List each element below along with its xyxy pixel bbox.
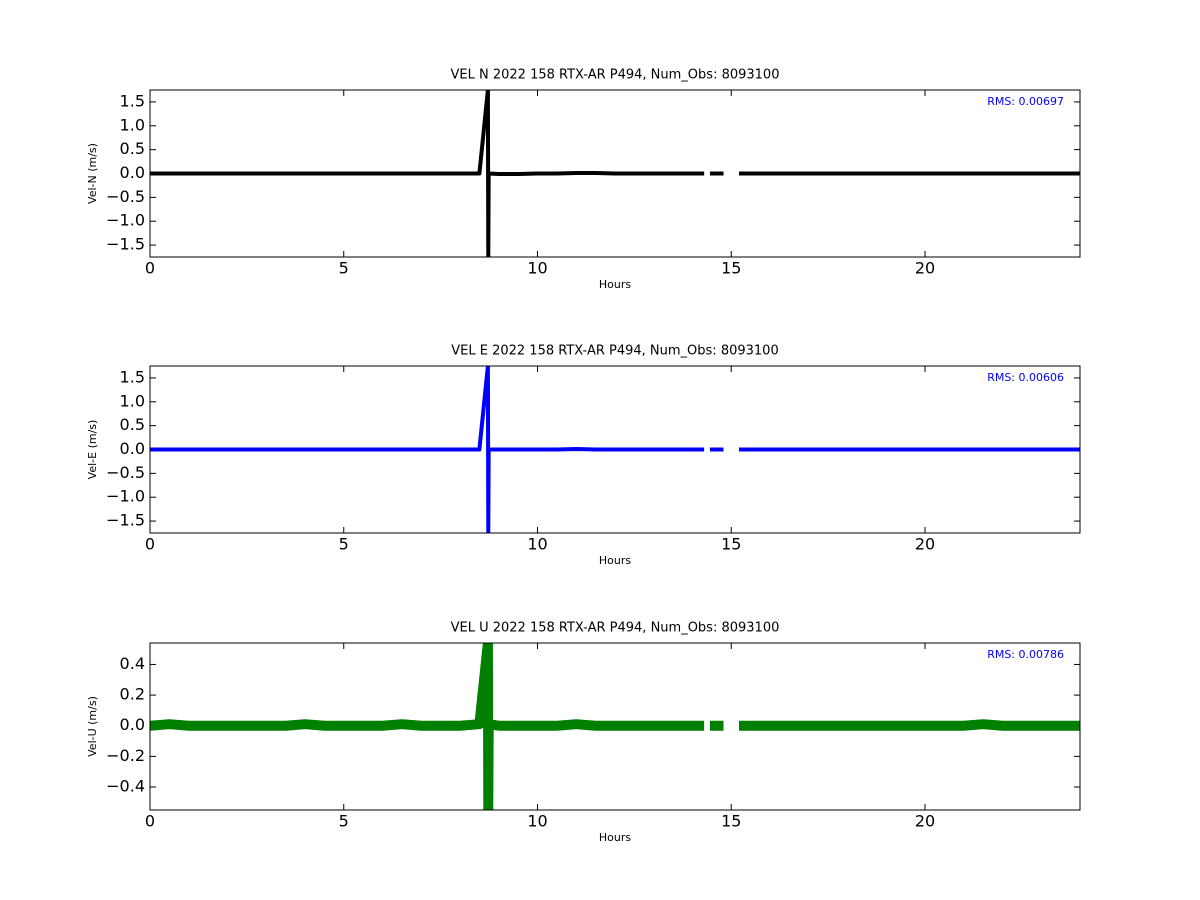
y-tick-label: 1.0	[120, 391, 145, 410]
data-line	[150, 643, 1080, 810]
title: VEL U 2022 158 RTX-AR P494, Num_Obs: 809…	[451, 621, 780, 636]
y-tick-label: 0.2	[120, 685, 145, 704]
x-axis-label: Hours	[599, 831, 631, 844]
y-tick-label: −0.5	[106, 463, 145, 482]
x-tick-label: 0	[145, 259, 155, 278]
x-axis-label: Hours	[599, 554, 631, 567]
axes-frame	[149, 642, 1081, 811]
x-tick-label: 20	[915, 812, 935, 831]
x-tick-label: 0	[145, 535, 155, 554]
axes-frame	[149, 89, 1081, 258]
x-tick-label: 20	[915, 259, 935, 278]
x-tick-label: 15	[721, 259, 741, 278]
y-tick-label: 0.0	[120, 163, 145, 182]
y-axis-label: Vel-U (m/s)	[86, 696, 99, 757]
title: VEL E 2022 158 RTX-AR P494, Num_Obs: 809…	[451, 344, 778, 359]
subplot: VEL N 2022 158 RTX-AR P494, Num_Obs: 809…	[86, 68, 1081, 291]
x-tick-label: 10	[527, 535, 547, 554]
x-tick-label: 20	[915, 535, 935, 554]
x-tick-label: 10	[527, 812, 547, 831]
y-tick-label: 0.4	[120, 654, 145, 673]
y-tick-label: −0.5	[106, 187, 145, 206]
data-line	[150, 366, 1080, 533]
rms-annotation: RMS: 0.00786	[987, 648, 1064, 661]
data-line	[150, 90, 1080, 257]
x-tick-label: 5	[339, 812, 349, 831]
y-axis-label: Vel-N (m/s)	[86, 143, 99, 204]
title: VEL N 2022 158 RTX-AR P494, Num_Obs: 809…	[451, 68, 780, 83]
y-tick-label: −1.5	[106, 511, 145, 530]
y-tick-label: 1.5	[120, 91, 145, 110]
axes-frame	[149, 365, 1081, 534]
rms-annotation: RMS: 0.00606	[987, 371, 1064, 384]
y-tick-label: 0.5	[120, 139, 145, 158]
subplot: VEL E 2022 158 RTX-AR P494, Num_Obs: 809…	[86, 344, 1081, 567]
y-tick-label: 1.0	[120, 115, 145, 134]
rms-annotation: RMS: 0.00697	[987, 95, 1064, 108]
x-tick-label: 0	[145, 812, 155, 831]
x-tick-label: 5	[339, 535, 349, 554]
y-tick-label: −1.0	[106, 211, 145, 230]
y-tick-label: −1.0	[106, 487, 145, 506]
y-tick-label: −1.5	[106, 235, 145, 254]
y-tick-label: 0.5	[120, 415, 145, 434]
x-axis-label: Hours	[599, 278, 631, 291]
x-tick-label: 15	[721, 812, 741, 831]
y-tick-label: −0.4	[106, 777, 145, 796]
y-tick-label: 1.5	[120, 367, 145, 386]
y-tick-label: 0.0	[120, 715, 145, 734]
x-tick-label: 5	[339, 259, 349, 278]
x-tick-label: 10	[527, 259, 547, 278]
y-tick-label: 0.0	[120, 439, 145, 458]
y-tick-label: −0.2	[106, 746, 145, 765]
y-axis-label: Vel-E (m/s)	[86, 420, 99, 480]
x-tick-label: 15	[721, 535, 741, 554]
subplot: VEL U 2022 158 RTX-AR P494, Num_Obs: 809…	[86, 621, 1081, 844]
